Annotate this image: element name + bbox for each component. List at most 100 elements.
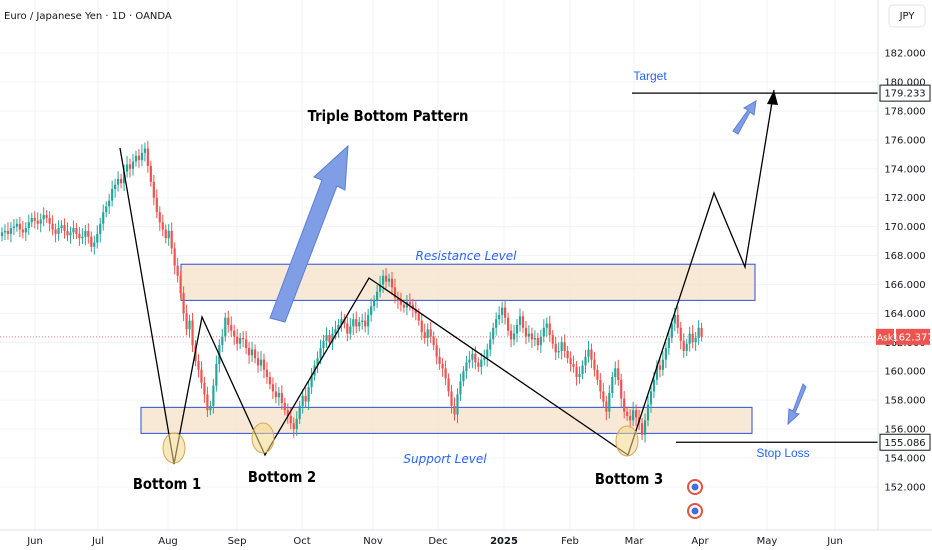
- candle-body: [200, 369, 203, 383]
- candle-body: [489, 339, 492, 350]
- resistance-label: Resistance Level: [416, 249, 518, 263]
- candle-body: [12, 226, 16, 229]
- candle-body: [670, 323, 673, 338]
- currency-label[interactable]: JPY: [899, 11, 916, 22]
- price-tick-label: 152.000: [884, 482, 925, 493]
- price-tick-label: 176.000: [884, 135, 925, 146]
- price-axis[interactable]: 182.000 180.000 178.000 176.000 174.000 172.0…: [876, 49, 932, 494]
- candle-body: [652, 379, 656, 392]
- price-tick-label: 156.000: [884, 425, 925, 436]
- candle-body: [295, 418, 298, 430]
- candle-body: [316, 358, 319, 366]
- candle-body: [438, 356, 441, 364]
- candle-body: [521, 316, 525, 328]
- candle-body: [566, 350, 569, 359]
- candle-body: [176, 265, 179, 276]
- candle-body: [182, 293, 185, 314]
- candle-body: [191, 320, 194, 346]
- candle-body: [396, 297, 400, 301]
- candle-body: [259, 359, 263, 366]
- resistance-zone: [180, 263, 756, 301]
- candle-body: [572, 363, 575, 367]
- time-tick-label: May: [757, 536, 778, 547]
- pattern-title: Triple Bottom Pattern: [308, 108, 469, 125]
- candle-body: [242, 337, 245, 340]
- candle-body: [3, 230, 7, 233]
- candle-body: [280, 392, 283, 404]
- candle-body: [108, 200, 111, 207]
- candle-body: [170, 230, 173, 249]
- candle-body: [417, 313, 420, 321]
- symbol-title[interactable]: Euro / Japanese Yen · 1D · OANDA: [4, 11, 172, 22]
- candle-body: [90, 236, 93, 247]
- candle-body: [611, 376, 614, 393]
- candle-body: [256, 358, 260, 366]
- candle-body: [459, 381, 462, 395]
- candle-body: [134, 155, 138, 162]
- support-zone: [140, 406, 753, 434]
- candle-body: [596, 369, 599, 380]
- candle-body: [352, 319, 355, 327]
- time-axis[interactable]: Jun Jul Aug Sep Oct Nov Dec 2025 Feb Mar Apr May Jun: [26, 536, 843, 547]
- candle-body: [548, 323, 551, 336]
- candle-body: [367, 314, 370, 327]
- candle-body: [390, 278, 394, 288]
- price-tick-label: 170.000: [884, 222, 925, 233]
- candle-body: [265, 369, 269, 377]
- candle-body: [504, 307, 507, 318]
- candle-body: [590, 349, 593, 360]
- candle-body: [179, 275, 182, 294]
- candle-body: [584, 356, 587, 366]
- candle-body: [105, 206, 108, 213]
- candle-body: [24, 228, 27, 233]
- candle-body: [536, 337, 539, 346]
- candle-body: [679, 327, 682, 341]
- candle-body: [426, 329, 429, 338]
- candle-body: [533, 337, 536, 340]
- candle-body: [599, 379, 602, 392]
- candles-layer: [0, 140, 703, 443]
- candle-body: [614, 368, 617, 377]
- candle-body: [274, 391, 277, 398]
- candle-body: [402, 304, 405, 308]
- candle-body: [617, 368, 620, 380]
- candle-body: [355, 319, 358, 327]
- candle-body: [247, 348, 251, 356]
- price-tick-label: 182.000: [884, 49, 925, 60]
- candle-body: [111, 189, 114, 201]
- candle-body: [453, 405, 456, 415]
- candle-body: [69, 232, 72, 236]
- candle-body: [509, 330, 513, 340]
- candle-body: [578, 374, 581, 377]
- candle-body: [87, 230, 90, 237]
- candle-body: [608, 392, 611, 412]
- time-tick-label: Jun: [26, 536, 43, 547]
- candle-body: [102, 212, 105, 224]
- bottom-circle: [615, 425, 639, 457]
- candle-body: [658, 365, 662, 370]
- candle-body: [277, 392, 280, 398]
- candle-body: [45, 215, 48, 218]
- candle-body: [620, 379, 623, 399]
- time-tick-label: Apr: [691, 536, 709, 547]
- candle-body: [250, 349, 254, 356]
- candle-body: [54, 229, 57, 234]
- up-arrow-small: [732, 100, 757, 135]
- candle-body: [304, 395, 307, 402]
- bottom-label-3: Bottom 3: [595, 471, 663, 488]
- candle-body: [239, 337, 242, 344]
- candle-body: [146, 148, 149, 166]
- candle-body: [498, 314, 501, 320]
- candle-body: [635, 410, 638, 418]
- candle-body: [626, 411, 629, 417]
- candle-body: [331, 333, 334, 343]
- candle-body: [632, 410, 635, 421]
- candle-body: [197, 361, 200, 370]
- bottom-label-2: Bottom 2: [248, 469, 316, 486]
- candle-body: [125, 164, 129, 172]
- candle-body: [173, 248, 176, 266]
- candle-body: [441, 363, 444, 369]
- currency-button[interactable]: [888, 4, 926, 28]
- candle-body: [569, 358, 572, 364]
